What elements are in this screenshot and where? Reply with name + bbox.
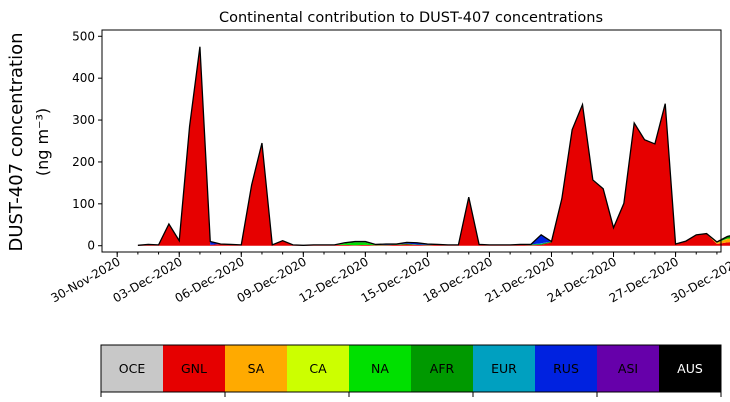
legend-swatch-aus [659, 345, 722, 392]
x-axis: 30-Nov-202003-Dec-202006-Dec-202009-Dec-… [49, 252, 730, 305]
chart-title: Continental contribution to DUST-407 con… [219, 10, 603, 26]
plot-frame [101, 29, 722, 253]
legend-swatch-asi [597, 345, 660, 392]
legend-label-eur: EUR [491, 361, 517, 376]
y-axis: 0 100 200 300 400 500 [72, 29, 102, 253]
x-tick-label: 15-Dec-2020 [359, 254, 433, 305]
x-tick-label: 06-Dec-2020 [172, 254, 246, 305]
x-tick-label: 30-Nov-2020 [49, 254, 123, 305]
legend-label-oce: OCE [119, 361, 146, 376]
legend-swatch-na [349, 345, 412, 392]
legend-label-rus: RUS [553, 361, 579, 376]
legend-label-aus: AUS [677, 361, 703, 376]
legend-label-gnl: GNL [181, 361, 207, 376]
y-tick-label: 500 [72, 29, 95, 43]
x-tick-label: 09-Dec-2020 [235, 254, 309, 305]
x-tick-label: 21-Dec-2020 [483, 254, 557, 305]
x-tick-label: 03-Dec-2020 [110, 254, 184, 305]
legend-swatch-afr [411, 345, 474, 392]
legend-swatch-ca [287, 345, 350, 392]
legend-swatch-sa [225, 345, 288, 392]
legend-label-ca: CA [309, 361, 327, 376]
area-gnl [137, 46, 730, 246]
x-tick-label: 24-Dec-2020 [545, 254, 619, 305]
y-tick-label: 300 [72, 113, 95, 127]
legend-swatch-oce [101, 345, 164, 392]
legend-label-sa: SA [248, 361, 265, 376]
legend-label-na: NA [371, 361, 389, 376]
y-axis-label-line2: (ng m⁻³) [33, 108, 52, 176]
legend-label-afr: AFR [430, 361, 455, 376]
stacked-areas [137, 46, 730, 246]
legend-frame [100, 344, 722, 393]
y-axis-label-line1: DUST-407 concentration [6, 32, 27, 251]
y-tick-label: 0 [87, 239, 95, 253]
legend-swatch-rus [535, 345, 598, 392]
y-tick-label: 100 [72, 197, 95, 211]
x-tick-label: 12-Dec-2020 [297, 254, 371, 305]
total-line [137, 46, 730, 246]
y-tick-label: 200 [72, 155, 95, 169]
legend-label-asi: ASI [618, 361, 638, 376]
x-tick-label: 18-Dec-2020 [421, 254, 495, 305]
legend-swatch-eur [473, 345, 536, 392]
x-tick-label: 27-Dec-2020 [607, 254, 681, 305]
legend-swatch-gnl [163, 345, 226, 392]
y-tick-label: 400 [72, 71, 95, 85]
legend: OCE GNL SA CA NA AFR EUR RUS ASI AUS [100, 344, 722, 397]
